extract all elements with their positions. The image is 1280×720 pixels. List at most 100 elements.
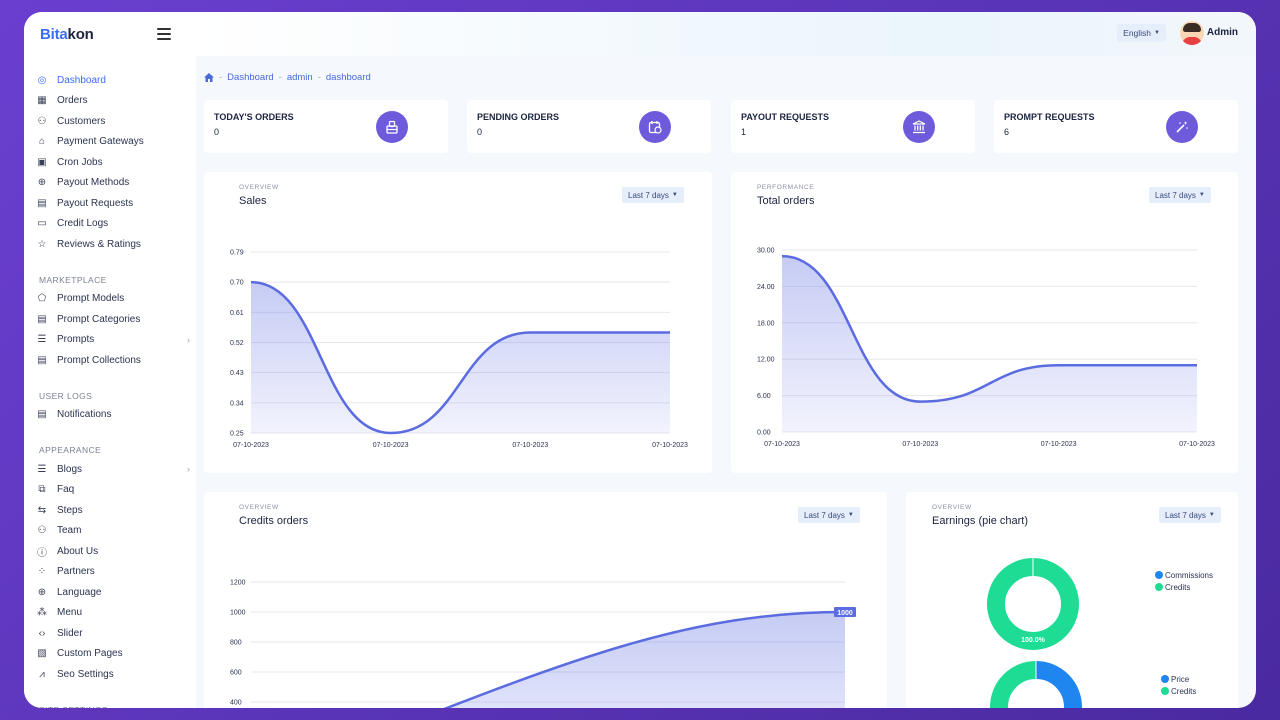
sidebar-item-customers[interactable]: ⚇ Customers [24,111,196,132]
y-tick-label: 0.52 [230,340,244,347]
series-line [443,610,846,708]
x-tick-label: 07-10-2023 [764,441,800,448]
legend-donut-2: Price Credits [1161,673,1196,697]
sidebar-item-payout-requests[interactable]: ▤ Payout Requests [24,193,196,214]
legend-item[interactable]: Commissions [1155,569,1213,581]
home-icon[interactable] [204,73,214,82]
sidebar-item-custom-pages[interactable]: ▧ Custom Pages [24,644,196,665]
blog-icon: ☰ [37,463,47,475]
legend-item[interactable]: Credits [1155,581,1213,593]
sidebar-item-label: Payout Requests [57,197,134,209]
y-tick-label: 0.79 [230,250,244,257]
user-name[interactable]: Admin [1206,27,1238,38]
y-tick-label: 0.70 [230,280,244,287]
sidebar-item-language[interactable]: ⊕ Language [24,582,196,603]
sidebar-item-menu[interactable]: ⁂ Menu [24,603,196,624]
sidebar-item-steps[interactable]: ⇆ Steps [24,500,196,521]
sidebar-item-slider[interactable]: ‹› Slider [24,623,196,644]
range-dropdown[interactable]: Last 7 days ▼ [1159,507,1221,523]
sidebar-item-reviews-ratings[interactable]: ☆ Reviews & Ratings [24,234,196,255]
box-icon: ▤ [37,197,47,209]
breadcrumb-admin[interactable]: admin [286,72,313,83]
legend-label: Credits [1165,582,1191,592]
stat-card-payout-requests: PAYOUT REQUESTS 1 [731,100,975,153]
brand-logo[interactable]: Bitakon [40,26,94,43]
stat-value: 0 [477,127,483,137]
earnings-card: 100.0% 50.0% 50.0% OVERVIEW Earnings (pie … [906,492,1238,708]
caret-down-icon: ▼ [671,192,678,198]
sidebar-section-heading: APPEARANCE [39,445,102,455]
sidebar-item-prompt-collections[interactable]: ▤ Prompt Collections [24,350,196,371]
sidebar-item-about-us[interactable]: ⓘ About Us [24,541,196,562]
topbar: English ▼ Admin [196,12,1256,56]
sidebar-item-label: Custom Pages [57,648,123,660]
sidebar-item-prompts[interactable]: ☰ Prompts › [24,330,196,351]
sidebar-item-blogs[interactable]: ☰ Blogs › [24,459,196,480]
breadcrumb-dashboard[interactable]: Dashboard [227,72,274,83]
x-tick-label: 07-10-2023 [1041,441,1077,448]
card-overline: OVERVIEW [932,504,972,511]
sidebar-item-prompt-models[interactable]: ⬠ Prompt Models [24,289,196,310]
range-dropdown[interactable]: Last 7 days ▼ [798,507,860,523]
range-dropdown[interactable]: Last 7 days ▼ [1149,187,1211,203]
range-dropdown[interactable]: Last 7 days ▼ [622,187,684,203]
sidebar-item-label: Partners [57,566,95,578]
list-icon: ☰ [37,334,47,346]
sidebar-item-label: Credit Logs [57,218,109,230]
sidebar-item-faq[interactable]: ⧉ Faq [24,480,196,501]
card-overline: OVERVIEW [239,504,279,511]
palette-icon: ◎ [37,74,47,86]
sidebar-item-label: Cron Jobs [57,156,103,168]
x-tick-label: 07-10-2023 [902,441,938,448]
series-line [250,280,670,435]
brand-suffix: kon [67,26,94,43]
stat-card-prompt-requests: PROMPT REQUESTS 6 [994,100,1238,153]
card-icon: ▭ [37,218,47,230]
sidebar-item-dashboard[interactable]: ◎ Dashboard [24,70,196,91]
card-overline: PERFORMANCE [757,184,815,191]
sidebar-item-cron-jobs[interactable]: ▣ Cron Jobs [24,152,196,173]
bank-icon: ⌂ [38,136,46,148]
sidebar-item-payout-methods[interactable]: ⊕ Payout Methods [24,173,196,194]
calendar-clock-icon [639,111,671,143]
sidebar-item-orders[interactable]: ▦ Orders [24,91,196,112]
pie-slice-price[interactable] [1035,661,1082,708]
sidebar-item-seo-settings[interactable]: ⩘ Seo Settings [24,664,196,685]
legend-label: Credits [1171,686,1197,696]
avatar[interactable] [1180,21,1204,45]
hamburger-menu-icon[interactable] [157,28,171,40]
sidebar-section-heading: SITE SETTINGS [24,695,196,709]
sidebar-item-notifications[interactable]: ▤ Notifications [24,405,196,426]
card-title: Total orders [757,195,815,207]
calendar-icon: ▣ [37,156,47,168]
sidebar-item-partners[interactable]: ⁘ Partners [24,562,196,583]
sidebar-item-label: Customers [57,115,106,127]
sidebar-item-prompt-categories[interactable]: ▤ Prompt Categories [24,309,196,330]
sidebar-item-label: Prompt Models [57,293,125,305]
language-dropdown[interactable]: English ▼ [1117,24,1166,42]
app-frame: Bitakon ◎ Dashboard ▦ Orders ⚇ Customers ⌂ Paym… [24,12,1256,708]
sidebar-item-label: Seo Settings [57,668,114,680]
pie-slice-credits[interactable] [987,558,1079,650]
sidebar-item-label: Slider [57,627,83,639]
sidebar-item-label: Language [57,586,102,598]
sidebar-item-payment-gateways[interactable]: ⌂ Payment Gateways [24,132,196,153]
sales-card: 0.79 0.70 0.61 0.52 0.43 0.34 0.25 07-10-2023 07… [204,172,712,473]
sales-chart: 0.79 0.70 0.61 0.52 0.43 0.34 0.25 07-10-2023 07… [230,250,688,450]
x-tick-label: 07-10-2023 [512,442,548,449]
legend-label: Price [1171,674,1190,684]
legend-item[interactable]: Price [1161,673,1196,685]
sidebar-item-team[interactable]: ⚇ Team [24,521,196,542]
caret-down-icon: ▼ [1208,512,1215,518]
bell-icon: ▤ [37,409,47,421]
info-icon: ⓘ [37,547,47,559]
sidebar-item-label: Menu [57,607,83,619]
y-tick-label: 0.25 [230,431,244,438]
range-label: Last 7 days [1155,190,1196,200]
legend-item[interactable]: Credits [1161,685,1196,697]
data-label: 1000 [837,610,853,617]
y-tick-label: 1200 [230,580,246,587]
pie-slice-credits[interactable] [990,661,1037,708]
credits-card: 1200 1000 800 600 400 1000 OVERVIEW Credits o… [204,492,887,708]
sidebar-item-credit-logs[interactable]: ▭ Credit Logs [24,214,196,235]
